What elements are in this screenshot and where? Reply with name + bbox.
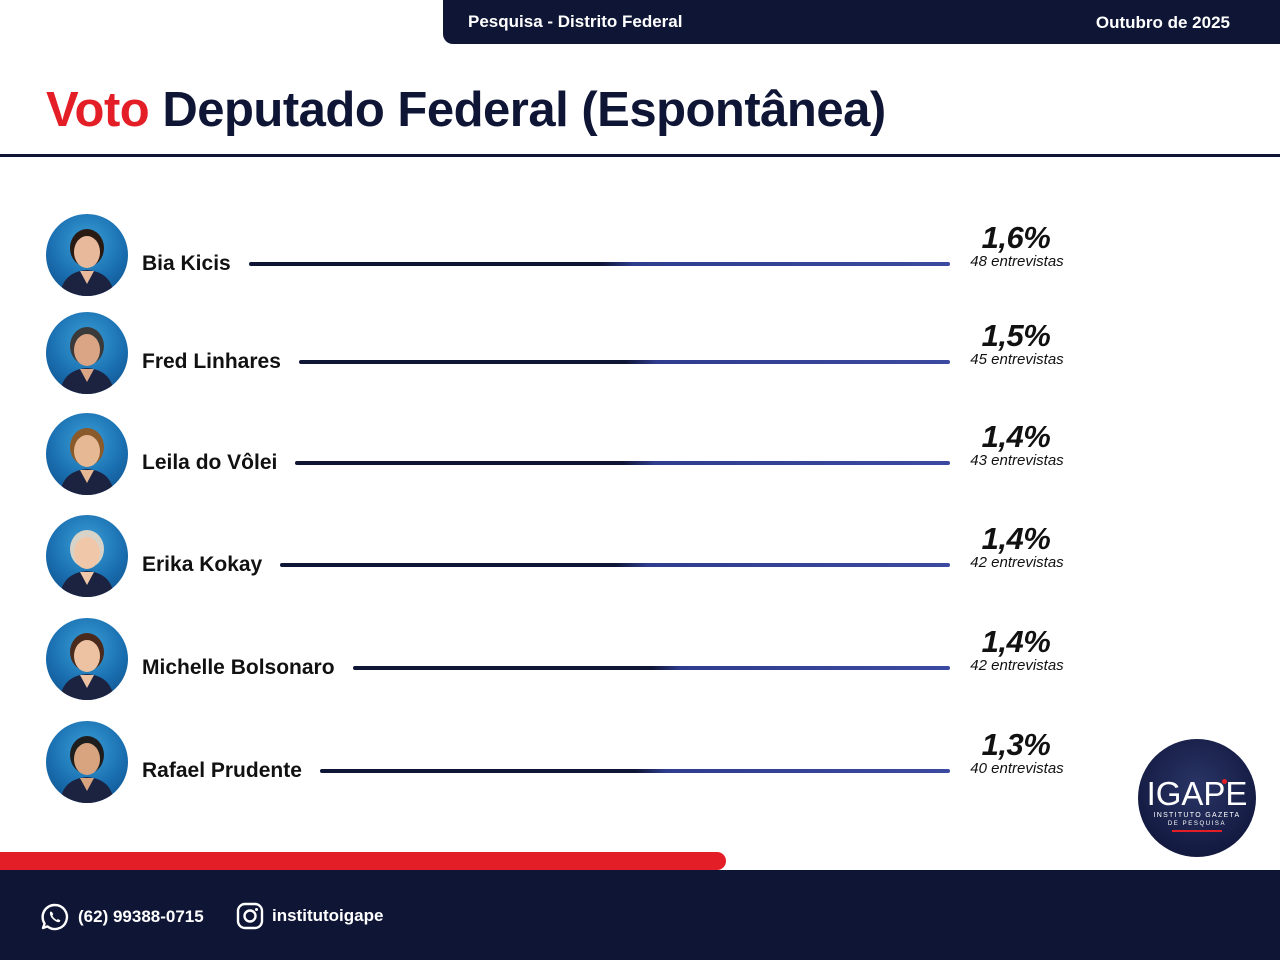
- value-bar: [320, 769, 950, 773]
- candidate-photo: [46, 413, 128, 495]
- interview-count: 45 entrevistas: [970, 351, 1064, 368]
- value-bar: [353, 666, 950, 670]
- candidate-photo: [46, 721, 128, 803]
- candidate-name: Bia Kicis: [142, 252, 231, 275]
- candidate-name: Fred Linhares: [142, 350, 281, 373]
- value-bar: [299, 360, 950, 364]
- interview-count: 48 entrevistas: [970, 253, 1064, 270]
- title-divider: [0, 154, 1280, 157]
- chart-row: Michelle Bolsonaro 1,4% 42 entrevistas: [0, 618, 1280, 702]
- instagram-contact[interactable]: institutoigape: [236, 902, 383, 930]
- value-label: 1,4%: [981, 419, 1051, 454]
- survey-date: Outubro de 2025: [1095, 13, 1230, 32]
- logo-subtitle-1: INSTITUTO GAZETA: [1153, 812, 1241, 819]
- survey-label: Pesquisa - Distrito Federal: [468, 12, 683, 31]
- value-label: 1,5%: [981, 318, 1051, 353]
- value-bar: [280, 563, 950, 567]
- phone-number: (62) 99388-0715: [78, 907, 204, 926]
- chart-row: Leila do Vôlei 1,4% 43 entrevistas: [0, 413, 1280, 497]
- candidate-photo: [46, 312, 128, 394]
- logo-dot: [1222, 779, 1227, 784]
- title-accent: Voto: [46, 83, 150, 137]
- interview-count: 43 entrevistas: [970, 452, 1064, 469]
- value-bar: [295, 461, 950, 465]
- page-title: Voto Deputado Federal (Espontânea): [46, 82, 886, 138]
- value-label: 1,4%: [981, 521, 1051, 556]
- interview-count: 40 entrevistas: [970, 760, 1064, 777]
- value-label: 1,3%: [981, 727, 1051, 762]
- chart-row: Fred Linhares 1,5% 45 entrevistas: [0, 312, 1280, 396]
- candidate-photo: [46, 618, 128, 700]
- chart-row: Bia Kicis 1,6% 48 entrevistas: [0, 214, 1280, 298]
- logo-rule: [1172, 830, 1222, 832]
- instagram-handle: institutoigape: [272, 906, 384, 925]
- phone-contact[interactable]: (62) 99388-0715: [40, 902, 204, 932]
- value-label: 1,4%: [981, 624, 1051, 659]
- title-main: Deputado Federal (Espontânea): [162, 83, 886, 137]
- interview-count: 42 entrevistas: [970, 657, 1064, 674]
- instagram-icon: [236, 902, 264, 930]
- chart-row: Erika Kokay 1,4% 42 entrevistas: [0, 515, 1280, 599]
- candidate-name: Michelle Bolsonaro: [142, 656, 335, 679]
- value-label: 1,6%: [981, 220, 1051, 255]
- candidate-photo: [46, 515, 128, 597]
- accent-bar: [0, 852, 726, 870]
- footer: (62) 99388-0715 institutoigape: [0, 870, 1280, 960]
- logo-subtitle-2: DE PESQUISA: [1167, 821, 1227, 827]
- logo-brand: IGAPE: [1146, 775, 1248, 812]
- whatsapp-icon: [41, 903, 69, 931]
- chart-row: Rafael Prudente 1,3% 40 entrevistas: [0, 721, 1280, 805]
- value-bar: [249, 262, 950, 266]
- candidate-name: Erika Kokay: [142, 553, 263, 576]
- candidate-name: Rafael Prudente: [142, 759, 302, 782]
- candidate-photo: [46, 214, 128, 296]
- header-bar: Pesquisa - Distrito Federal Outubro de 2…: [443, 0, 1280, 44]
- interview-count: 42 entrevistas: [970, 554, 1064, 571]
- candidate-name: Leila do Vôlei: [142, 451, 278, 474]
- igape-logo: IGAPE INSTITUTO GAZETA DE PESQUISA: [1138, 739, 1256, 857]
